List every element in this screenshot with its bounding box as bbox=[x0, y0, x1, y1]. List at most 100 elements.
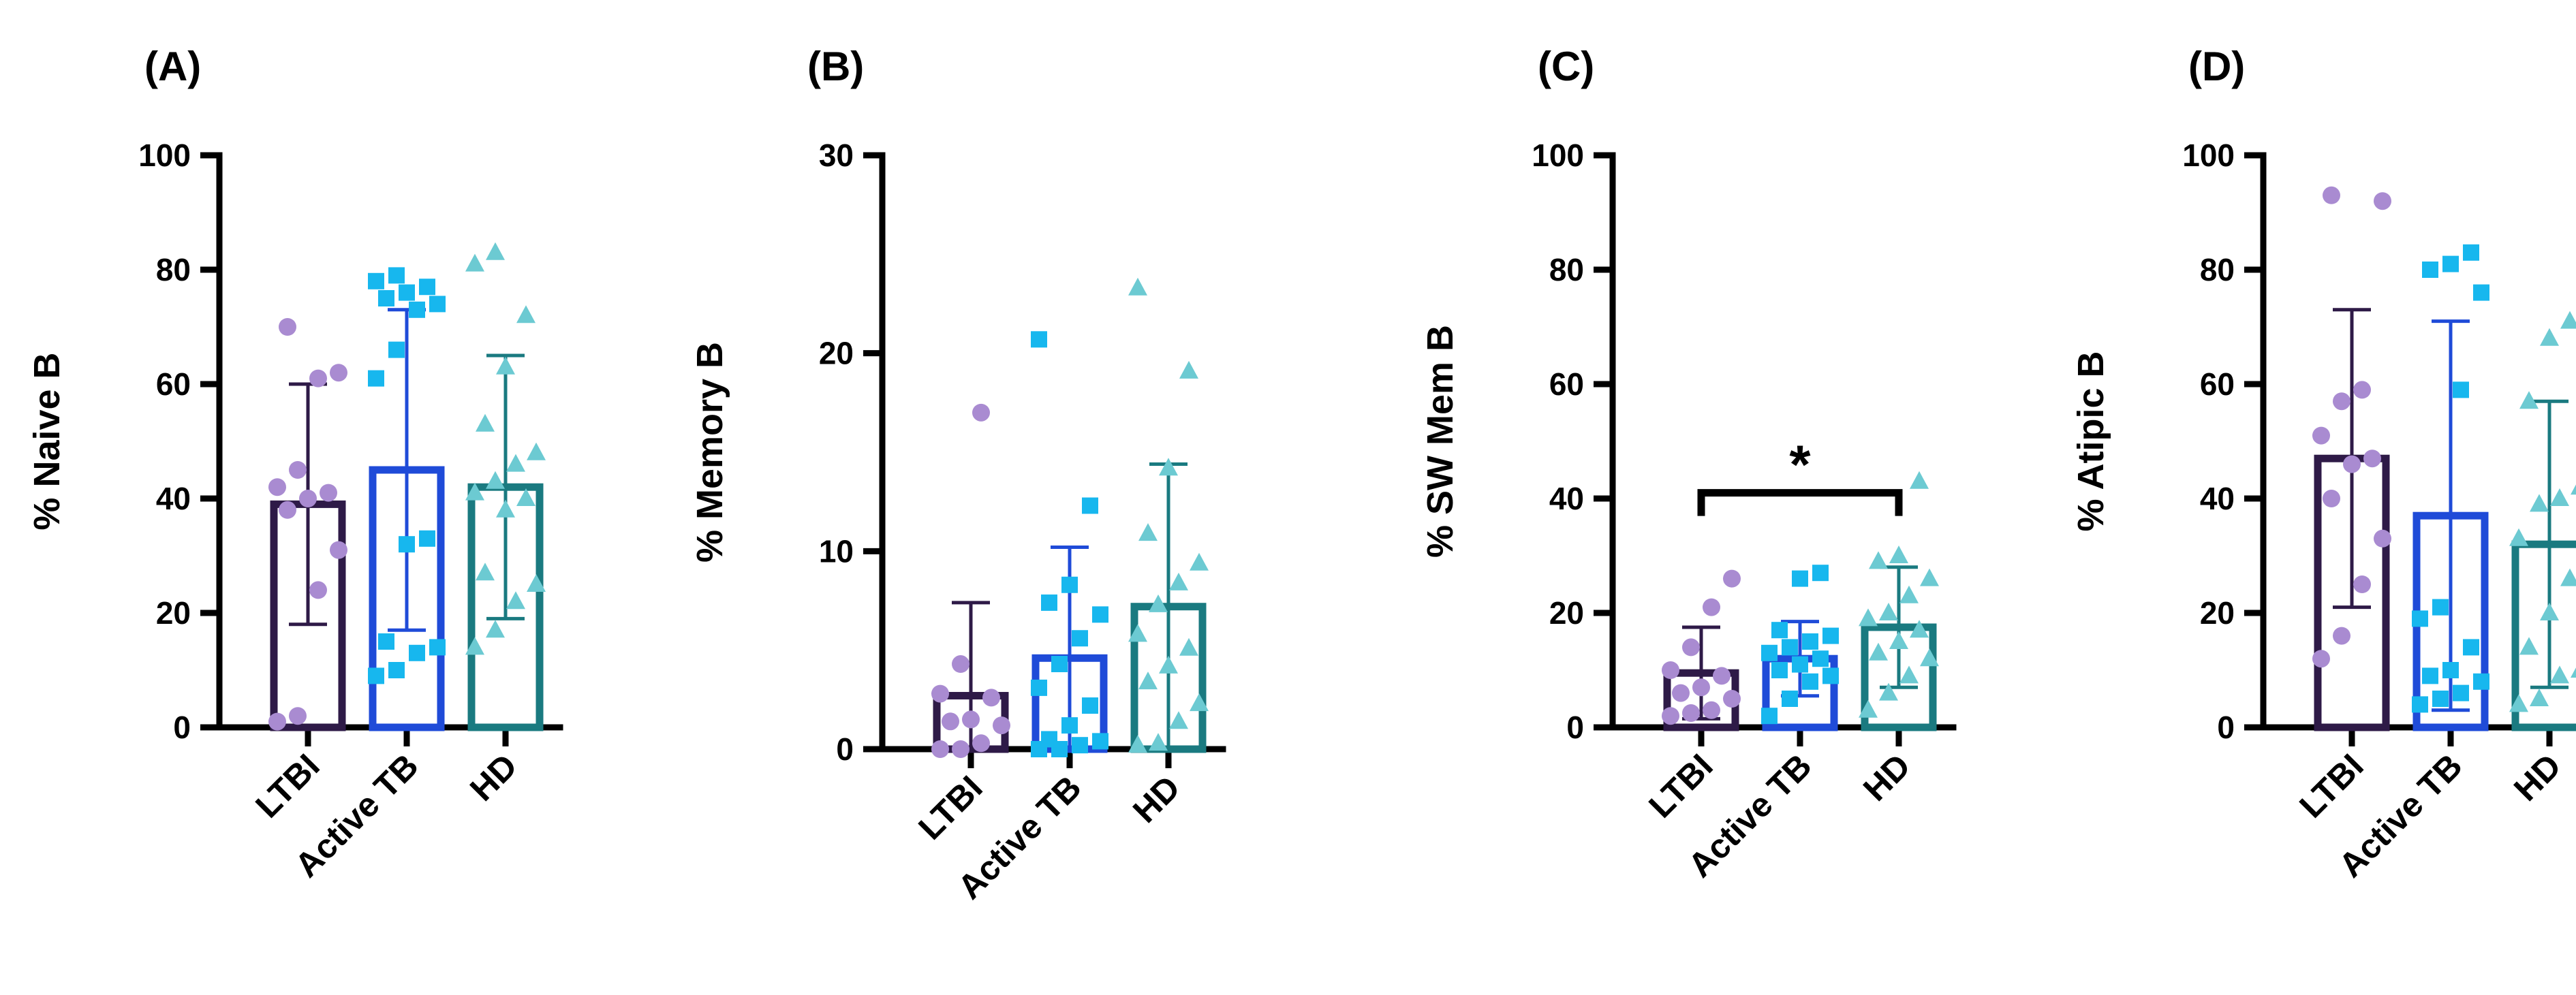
data-point bbox=[2540, 603, 2559, 620]
data-point bbox=[1910, 471, 1929, 489]
data-point bbox=[1159, 458, 1178, 476]
x-category-label: HD bbox=[1856, 746, 1918, 808]
y-tick-label: 20 bbox=[1549, 595, 1584, 631]
y-axis-label: % Memory B bbox=[689, 342, 730, 563]
data-point bbox=[1169, 711, 1188, 729]
data-point bbox=[1802, 633, 1818, 650]
data-point bbox=[1879, 682, 1898, 701]
data-point bbox=[1859, 608, 1878, 627]
data-point bbox=[1072, 630, 1088, 647]
data-point bbox=[1072, 737, 1088, 754]
data-point bbox=[1869, 551, 1888, 569]
data-point bbox=[942, 712, 959, 731]
y-tick-label: 100 bbox=[2182, 138, 2235, 173]
data-point bbox=[476, 413, 495, 432]
data-point bbox=[1179, 637, 1198, 656]
data-point bbox=[486, 471, 505, 489]
data-point bbox=[962, 710, 980, 729]
data-point bbox=[309, 581, 327, 599]
data-point bbox=[2353, 575, 2371, 593]
significance-label: * bbox=[1789, 435, 1811, 495]
panel-label: (D) bbox=[2188, 44, 2245, 89]
data-point bbox=[486, 242, 505, 260]
data-point bbox=[1179, 360, 1198, 379]
data-point bbox=[2442, 662, 2459, 678]
data-point bbox=[1782, 639, 1798, 656]
y-tick-label: 0 bbox=[836, 731, 854, 767]
data-point bbox=[1920, 648, 1939, 667]
data-point bbox=[2540, 328, 2559, 346]
data-point bbox=[1149, 594, 1168, 612]
data-point bbox=[1682, 638, 1700, 657]
data-point bbox=[486, 620, 505, 638]
data-point bbox=[506, 591, 525, 610]
data-point bbox=[1859, 699, 1878, 718]
y-axis-label: % Naive B bbox=[27, 352, 67, 530]
data-point bbox=[952, 740, 969, 758]
data-point bbox=[429, 639, 446, 656]
data-point bbox=[2312, 426, 2330, 445]
data-point bbox=[1061, 576, 1078, 593]
y-tick-label: 60 bbox=[156, 366, 191, 402]
data-point bbox=[2560, 568, 2576, 586]
y-axis-label: % Atipic B bbox=[2070, 351, 2111, 531]
data-point bbox=[2442, 255, 2459, 272]
y-axis-label: % SW Mem B bbox=[1420, 325, 1461, 558]
data-point bbox=[330, 364, 347, 382]
data-point bbox=[1169, 572, 1188, 590]
data-point bbox=[516, 305, 536, 323]
data-point bbox=[429, 296, 446, 313]
data-point bbox=[506, 454, 525, 472]
data-point bbox=[289, 707, 307, 725]
x-category-label: LTBI bbox=[1641, 746, 1720, 825]
x-category-label: LTBI bbox=[911, 768, 990, 847]
data-point bbox=[1792, 656, 1808, 673]
data-point bbox=[2571, 484, 2576, 495]
data-point bbox=[1128, 277, 1147, 296]
data-point bbox=[1723, 569, 1741, 588]
data-point bbox=[1041, 594, 1057, 611]
data-point bbox=[1899, 665, 1919, 684]
data-point bbox=[2432, 691, 2449, 707]
data-point bbox=[1672, 684, 1690, 702]
x-category-label: HD bbox=[463, 746, 525, 808]
data-point bbox=[2323, 490, 2340, 507]
y-tick-label: 40 bbox=[156, 481, 191, 516]
data-point bbox=[465, 482, 484, 501]
data-point bbox=[1812, 565, 1829, 582]
data-point bbox=[1761, 644, 1778, 661]
data-point bbox=[2374, 529, 2391, 548]
data-point bbox=[1812, 650, 1829, 667]
y-tick-label: 100 bbox=[138, 138, 191, 173]
data-point bbox=[399, 284, 415, 301]
data-point bbox=[2571, 667, 2576, 678]
data-point bbox=[279, 501, 296, 519]
data-point bbox=[368, 667, 384, 684]
data-point bbox=[368, 370, 384, 387]
y-tick-label: 20 bbox=[2200, 595, 2235, 631]
data-point bbox=[1159, 655, 1178, 674]
data-point bbox=[378, 290, 394, 306]
data-point bbox=[320, 484, 337, 502]
data-point bbox=[2519, 637, 2539, 655]
data-point bbox=[1082, 697, 1098, 714]
data-point bbox=[378, 633, 394, 650]
data-point bbox=[399, 536, 415, 553]
data-point bbox=[2343, 455, 2361, 473]
data-point bbox=[1662, 661, 1679, 679]
y-tick-label: 0 bbox=[173, 710, 191, 745]
y-tick-label: 80 bbox=[2200, 252, 2235, 287]
data-point bbox=[1138, 523, 1158, 541]
data-point bbox=[993, 716, 1010, 735]
data-point bbox=[2473, 284, 2489, 301]
data-point bbox=[952, 655, 969, 674]
significance-bracket bbox=[1697, 489, 1903, 516]
data-point bbox=[972, 734, 990, 753]
data-point bbox=[2509, 694, 2528, 712]
data-point bbox=[1899, 585, 1919, 603]
